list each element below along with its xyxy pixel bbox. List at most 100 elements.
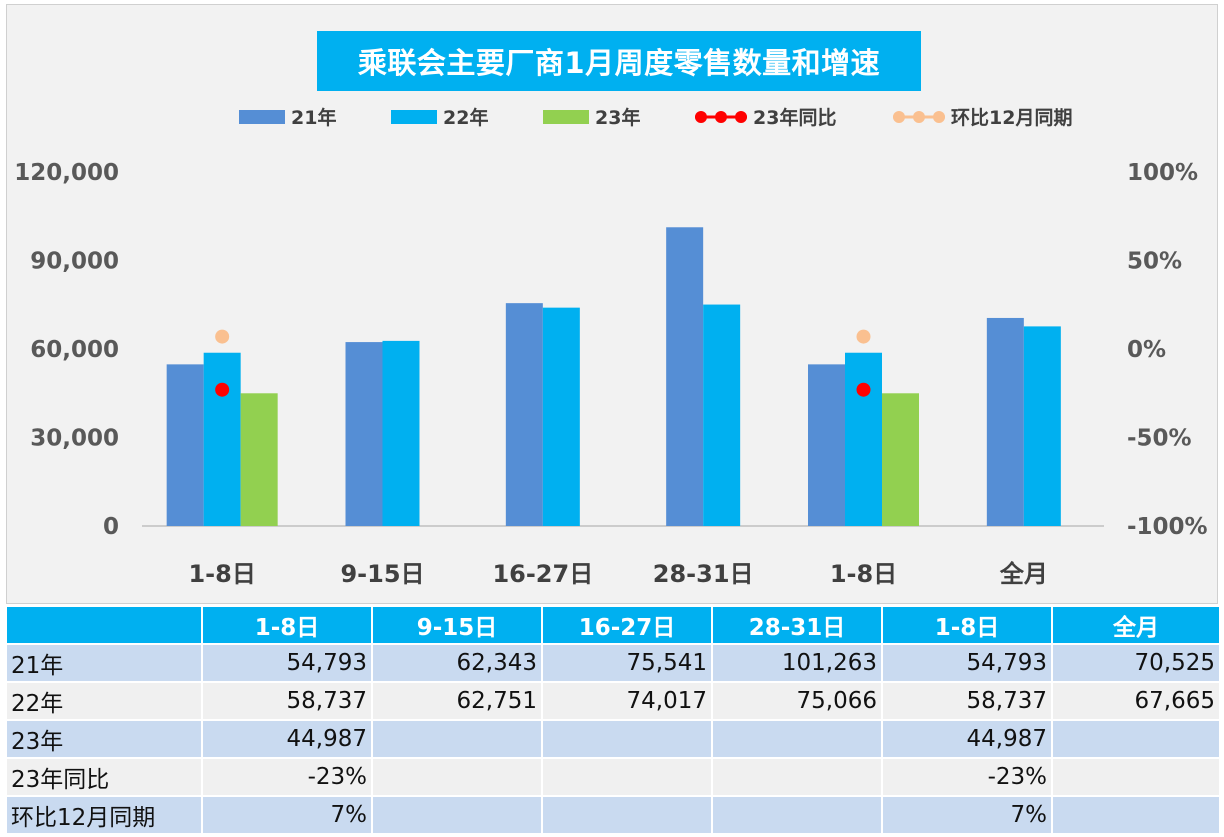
chart-title: 乘联会主要厂商1月周度零售数量和增速 bbox=[317, 31, 921, 91]
row-label: 21年 bbox=[5, 643, 203, 683]
legend-label: 22年 bbox=[443, 106, 488, 129]
table-row: 环比12月同期 7% 7% bbox=[5, 795, 1221, 835]
bar bbox=[986, 317, 1024, 526]
row-label: 环比12月同期 bbox=[5, 795, 203, 835]
table-cell: 44,987 bbox=[201, 719, 373, 759]
line-point bbox=[856, 382, 871, 397]
y-right-tick-label: -100% bbox=[1127, 514, 1208, 540]
table-cell bbox=[371, 757, 543, 797]
table-header-row: 1-8日 9-15日 16-27日 28-31日 1-8日 全月 bbox=[5, 605, 1221, 645]
legend-label: 环比12月同期 bbox=[951, 107, 1072, 129]
bar bbox=[382, 340, 420, 526]
table-cell bbox=[541, 795, 713, 835]
legend-swatch bbox=[543, 110, 589, 124]
bar bbox=[240, 393, 278, 526]
legend-swatch bbox=[239, 110, 285, 124]
table-cell bbox=[711, 795, 883, 835]
table-cell: 62,751 bbox=[371, 681, 543, 721]
table-cell: 75,066 bbox=[711, 681, 883, 721]
y-left-tick-label: 0 bbox=[103, 514, 119, 540]
table-cell: -23% bbox=[201, 757, 373, 797]
table-cell: 44,987 bbox=[881, 719, 1053, 759]
legend-marker bbox=[933, 111, 945, 123]
table-cell: 74,017 bbox=[541, 681, 713, 721]
legend-swatch bbox=[391, 110, 437, 124]
x-tick-label: 1-8日 bbox=[188, 560, 255, 588]
line-point bbox=[215, 382, 230, 397]
table-cell: 54,793 bbox=[881, 643, 1053, 683]
bar bbox=[808, 364, 845, 526]
legend-marker bbox=[715, 111, 727, 123]
table-cell: 54,793 bbox=[201, 643, 373, 683]
bar bbox=[505, 303, 543, 526]
table-cell: 75,541 bbox=[541, 643, 713, 683]
y-left-tick-label: 120,000 bbox=[14, 160, 119, 186]
legend-marker bbox=[893, 111, 905, 123]
table-header-cell: 9-15日 bbox=[371, 605, 543, 645]
table-header-cell: 28-31日 bbox=[711, 605, 883, 645]
row-label: 22年 bbox=[5, 681, 203, 721]
table-cell bbox=[371, 795, 543, 835]
legend-marker bbox=[695, 111, 707, 123]
legend-marker bbox=[913, 111, 925, 123]
table-cell: 62,343 bbox=[371, 643, 543, 683]
table-cell bbox=[371, 719, 543, 759]
bar bbox=[542, 307, 580, 526]
y-left-tick-label: 30,000 bbox=[30, 426, 119, 452]
table-row: 23年同比 -23% -23% bbox=[5, 757, 1221, 797]
table-row: 23年 44,987 44,987 bbox=[5, 719, 1221, 759]
table-header-cell bbox=[5, 605, 203, 645]
table-cell: 7% bbox=[881, 795, 1053, 835]
y-right-tick-label: 50% bbox=[1127, 249, 1182, 275]
row-label: 23年同比 bbox=[5, 757, 203, 797]
table-cell: 58,737 bbox=[881, 681, 1053, 721]
table-cell bbox=[541, 757, 713, 797]
bar bbox=[203, 352, 241, 526]
x-tick-label: 1-8日 bbox=[830, 560, 897, 588]
table-cell: 70,525 bbox=[1051, 643, 1221, 683]
x-tick-label: 16-27日 bbox=[492, 560, 593, 588]
line-point bbox=[856, 329, 871, 344]
y-left-tick-label: 90,000 bbox=[30, 249, 119, 275]
legend-label: 23年同比 bbox=[753, 106, 836, 129]
table-cell bbox=[711, 719, 883, 759]
bar bbox=[703, 304, 741, 526]
y-left-tick-label: 60,000 bbox=[30, 337, 119, 363]
legend-marker bbox=[735, 111, 747, 123]
x-tick-label: 9-15日 bbox=[340, 560, 424, 588]
x-tick-label: 全月 bbox=[999, 560, 1048, 588]
data-table: 1-8日 9-15日 16-27日 28-31日 1-8日 全月 21年 54,… bbox=[5, 605, 1221, 835]
table-header-cell: 16-27日 bbox=[541, 605, 713, 645]
line-point bbox=[215, 329, 230, 344]
table-header-cell: 1-8日 bbox=[201, 605, 373, 645]
table-cell bbox=[1051, 719, 1221, 759]
chart-area: 0 30,000 60,000 90,000 120,000 -100% -50% 0% 50%… bbox=[6, 4, 1218, 604]
bar bbox=[166, 364, 204, 526]
table-cell bbox=[1051, 757, 1221, 797]
table-cell: -23% bbox=[881, 757, 1053, 797]
bar bbox=[345, 342, 383, 526]
x-tick-label: 28-31日 bbox=[653, 560, 754, 588]
table-header-cell: 1-8日 bbox=[881, 605, 1053, 645]
bar bbox=[666, 227, 704, 526]
table-cell bbox=[1051, 795, 1221, 835]
table-cell: 58,737 bbox=[201, 681, 373, 721]
row-label: 23年 bbox=[5, 719, 203, 759]
table-cell bbox=[711, 757, 883, 797]
table-row: 22年 58,737 62,751 74,017 75,066 58,737 6… bbox=[5, 681, 1221, 721]
table-cell: 67,665 bbox=[1051, 681, 1221, 721]
legend-label: 23年 bbox=[595, 106, 640, 129]
y-right-tick-label: 100% bbox=[1127, 160, 1198, 186]
bar bbox=[845, 352, 882, 526]
table-cell bbox=[541, 719, 713, 759]
table-header-cell: 全月 bbox=[1051, 605, 1221, 645]
legend-label: 21年 bbox=[291, 106, 336, 129]
y-right-tick-label: -50% bbox=[1127, 426, 1192, 452]
chart-svg: 0 30,000 60,000 90,000 120,000 -100% -50% 0% 50%… bbox=[14, 106, 1208, 588]
table-cell: 101,263 bbox=[711, 643, 883, 683]
table-cell: 7% bbox=[201, 795, 373, 835]
y-right-tick-label: 0% bbox=[1127, 337, 1166, 363]
bar bbox=[1023, 326, 1061, 526]
table-row: 21年 54,793 62,343 75,541 101,263 54,793 … bbox=[5, 643, 1221, 683]
bar bbox=[882, 393, 919, 526]
